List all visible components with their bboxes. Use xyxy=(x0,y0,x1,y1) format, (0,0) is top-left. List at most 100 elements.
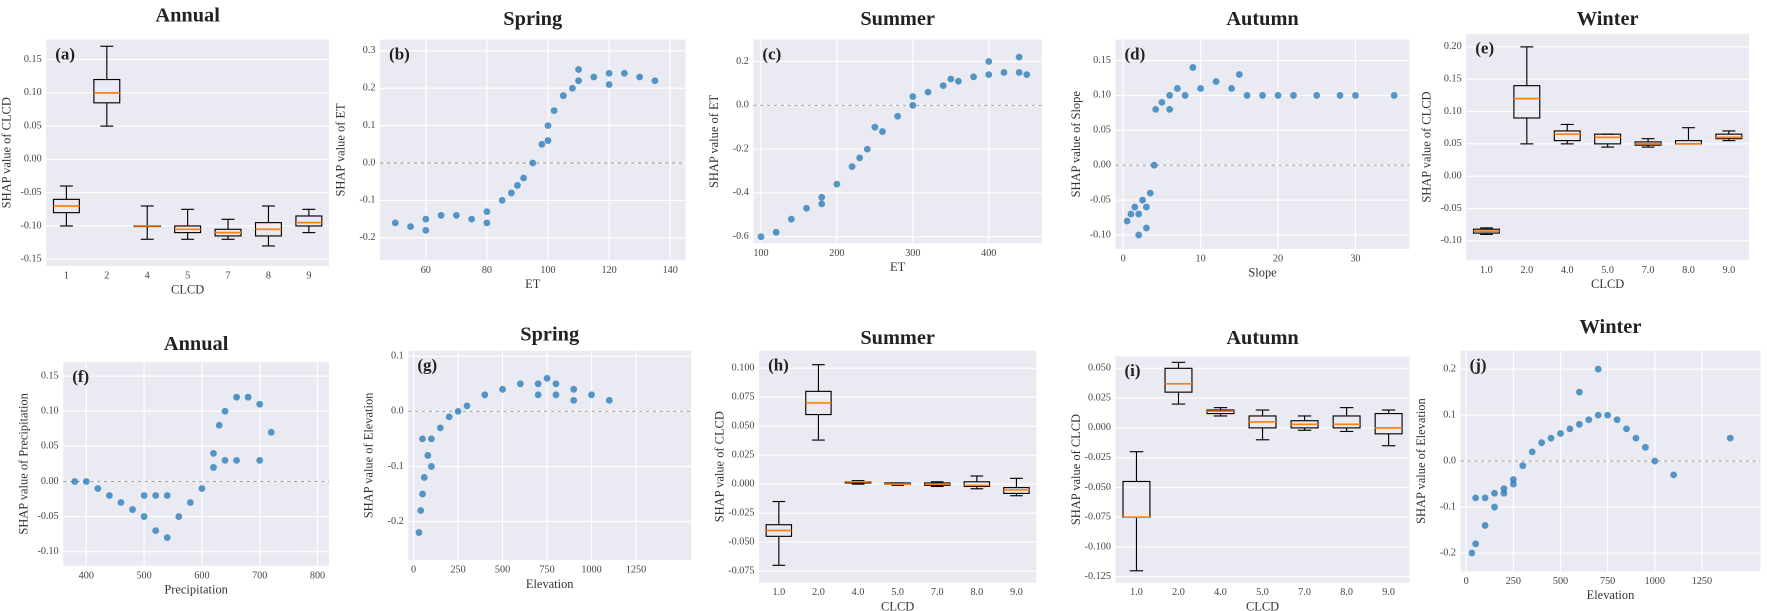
panel-title: Summer xyxy=(860,327,935,349)
x-tick-label: 500 xyxy=(495,565,510,576)
point xyxy=(909,101,917,109)
point xyxy=(1181,92,1189,99)
point xyxy=(1197,85,1205,92)
y-tick-label: -0.10 xyxy=(20,220,41,231)
point xyxy=(94,485,102,492)
y-tick-label: 0.10 xyxy=(1093,90,1111,101)
point xyxy=(1352,92,1359,99)
point xyxy=(757,233,765,241)
point xyxy=(924,88,932,96)
point xyxy=(256,400,264,408)
y-tick-label: 0.0 xyxy=(1443,455,1456,466)
y-tick-label: 0.3 xyxy=(363,45,376,56)
point xyxy=(1015,69,1023,76)
y-axis-label: SHAP value of Slope xyxy=(1069,91,1083,198)
point xyxy=(970,73,977,81)
y-tick-label: -0.1 xyxy=(1440,501,1456,512)
point xyxy=(543,374,551,382)
panel-title: Summer xyxy=(860,8,935,30)
point xyxy=(445,413,453,421)
x-tick-label: 500 xyxy=(136,570,151,581)
panel-label: (c) xyxy=(762,44,781,63)
plot-area xyxy=(63,362,330,566)
point xyxy=(1158,99,1166,106)
y-tick-label: -0.2 xyxy=(359,232,375,243)
point xyxy=(605,69,613,77)
point xyxy=(1472,540,1480,548)
x-tick-label: 1.0 xyxy=(1480,265,1493,276)
x-tick-label: 750 xyxy=(1600,576,1615,587)
point xyxy=(244,393,252,401)
point xyxy=(437,211,445,219)
point xyxy=(636,73,644,81)
x-axis-label: ET xyxy=(525,277,541,291)
point xyxy=(1547,434,1555,442)
point xyxy=(1150,161,1158,169)
x-tick-label: 100 xyxy=(540,265,555,276)
x-axis-label: ET xyxy=(890,260,906,274)
panel-title: Spring xyxy=(520,324,579,346)
point xyxy=(422,226,430,234)
y-axis-label: SHAP value of CLCD xyxy=(0,97,14,208)
box xyxy=(963,481,991,488)
point xyxy=(569,84,576,92)
point xyxy=(498,197,506,204)
point xyxy=(772,228,780,236)
point xyxy=(1632,434,1640,442)
x-tick-label: 80 xyxy=(482,265,492,276)
point xyxy=(570,385,578,393)
point xyxy=(1594,365,1602,373)
panel-label: (e) xyxy=(1475,39,1494,58)
y-tick-label: 0.00 xyxy=(1444,171,1462,182)
y-tick-label: -0.10 xyxy=(37,546,58,557)
point xyxy=(1015,53,1023,61)
point xyxy=(419,435,426,443)
point xyxy=(1641,443,1649,451)
point xyxy=(152,492,160,499)
x-tick-label: 600 xyxy=(194,570,209,581)
point xyxy=(1135,231,1143,239)
plot-area xyxy=(46,39,330,266)
y-tick-label: 0.0 xyxy=(363,157,376,168)
x-tick-label: 60 xyxy=(421,265,431,276)
point xyxy=(1390,92,1398,99)
y-tick-label: -0.4 xyxy=(733,187,749,198)
x-tick-label: 8 xyxy=(266,270,271,281)
panel-label: (b) xyxy=(389,44,410,63)
y-tick-label: 0.05 xyxy=(24,120,42,131)
point xyxy=(516,380,524,388)
point xyxy=(407,223,414,230)
panel: Summer SHAP value of CLCD CLCD -0.075 -0.050… xyxy=(712,327,1037,611)
x-axis-label: Slope xyxy=(1248,266,1277,280)
point xyxy=(605,81,613,88)
x-tick-label: 9.0 xyxy=(1010,587,1023,598)
x-tick-label: 7.0 xyxy=(931,587,944,598)
x-tick-label: 9.0 xyxy=(1382,587,1395,598)
point xyxy=(419,490,426,498)
x-tick-label: 1.0 xyxy=(1130,587,1143,598)
point xyxy=(879,128,886,135)
point xyxy=(588,391,595,399)
panel: Summer SHAP value of ET ET -0.6 -0.4 -0.2 0.0 0… xyxy=(707,8,1042,274)
x-tick-label: 800 xyxy=(310,570,325,581)
x-tick-label: 9 xyxy=(306,270,311,281)
x-tick-label: 8.0 xyxy=(1682,265,1695,276)
point xyxy=(1528,448,1536,456)
x-tick-label: 500 xyxy=(1553,576,1568,587)
point xyxy=(1623,425,1630,433)
x-tick-label: 2 xyxy=(104,270,109,281)
y-tick-label: -0.1 xyxy=(359,195,375,206)
x-tick-label: 30 xyxy=(1350,253,1360,264)
x-tick-label: 4 xyxy=(145,270,150,281)
y-tick-label: -0.125 xyxy=(1085,571,1111,582)
panel-title: Autumn xyxy=(1226,327,1299,349)
box xyxy=(1164,367,1193,393)
point xyxy=(483,208,491,216)
x-tick-label: 1000 xyxy=(581,565,601,576)
point xyxy=(1146,189,1154,197)
point xyxy=(1594,411,1602,419)
y-tick-label: 0.1 xyxy=(363,120,376,131)
x-tick-label: 140 xyxy=(663,265,678,276)
y-axis-label: SHAP value of CLCD xyxy=(712,411,726,522)
point xyxy=(894,112,902,120)
